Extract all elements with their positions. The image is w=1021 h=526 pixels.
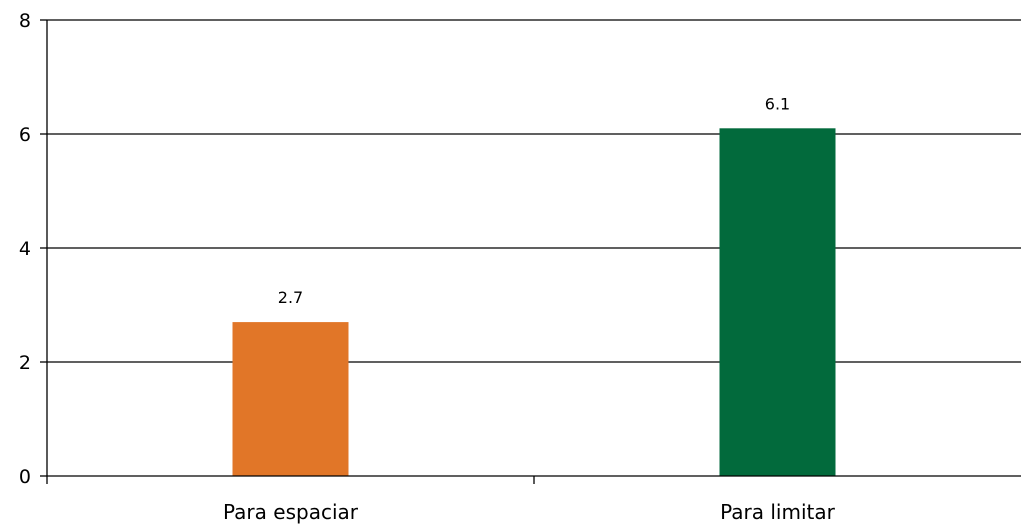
x-tick-label: Para espaciar — [223, 500, 359, 524]
bar-para-espaciar — [232, 322, 349, 476]
labels: 0 2 4 6 8 2.7 Para espaciar 6.1 Para limitar — [19, 10, 836, 524]
axes — [40, 19, 1021, 484]
y-tick-label: 0 — [19, 466, 31, 488]
y-tick-label: 4 — [19, 238, 31, 260]
x-tick-label: Para limitar — [720, 500, 836, 524]
gridlines — [47, 19, 1021, 363]
y-tick-label: 6 — [19, 124, 31, 146]
bars — [232, 128, 836, 477]
bar-para-limitar — [719, 128, 836, 477]
data-label: 2.7 — [278, 288, 303, 307]
data-label: 6.1 — [765, 94, 790, 113]
y-tick-label: 2 — [19, 352, 31, 374]
y-tick-label: 8 — [19, 10, 31, 32]
